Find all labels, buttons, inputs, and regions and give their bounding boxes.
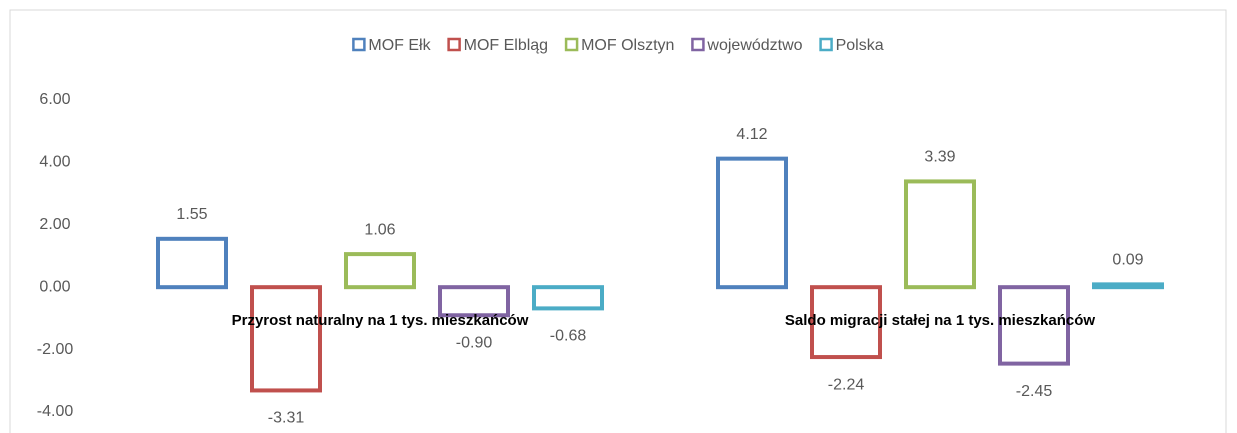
bar [532, 285, 604, 311]
data-label: 0.09 [1112, 252, 1143, 269]
y-tick-label: -2.00 [37, 341, 74, 358]
bar [904, 179, 976, 290]
data-label: 1.06 [364, 221, 395, 238]
data-label: -2.45 [1016, 383, 1053, 400]
legend-label: MOF Elbląg [464, 37, 548, 54]
legend-label: Polska [836, 37, 884, 54]
bar [438, 285, 510, 318]
x-tick-label: Przyrost naturalny na 1 tys. mieszkańców [232, 312, 529, 329]
legend-label: województwo [706, 37, 802, 54]
y-tick-label: 0.00 [39, 278, 70, 295]
legend-marker [564, 37, 579, 52]
data-label: -0.90 [456, 334, 493, 351]
data-label: -2.24 [828, 376, 865, 393]
bar [716, 156, 788, 290]
legend-marker [352, 37, 366, 52]
chart-frame [9, 9, 1227, 433]
y-tick-label: 4.00 [39, 154, 70, 171]
data-label: 3.39 [924, 149, 955, 166]
data-label: 1.55 [176, 206, 207, 223]
y-tick-label: 2.00 [39, 216, 70, 233]
legend-marker [819, 37, 833, 52]
legend-label: MOF Olsztyn [581, 37, 674, 54]
data-label: 4.12 [736, 126, 767, 143]
legend-marker [447, 37, 461, 52]
y-tick-label: -4.00 [37, 403, 74, 420]
data-label: -3.31 [268, 410, 305, 427]
data-label: -0.68 [550, 328, 587, 345]
bar [156, 236, 228, 290]
y-tick-label: 6.00 [39, 91, 70, 108]
bar [810, 285, 882, 360]
bar [998, 285, 1070, 366]
bar [250, 285, 322, 393]
legend-marker [691, 37, 705, 52]
bar [344, 252, 416, 290]
x-tick-label: Saldo migracji stałej na 1 tys. mieszkań… [785, 312, 1095, 329]
legend-label: MOF Ełk [368, 37, 431, 54]
bar [1092, 282, 1164, 290]
